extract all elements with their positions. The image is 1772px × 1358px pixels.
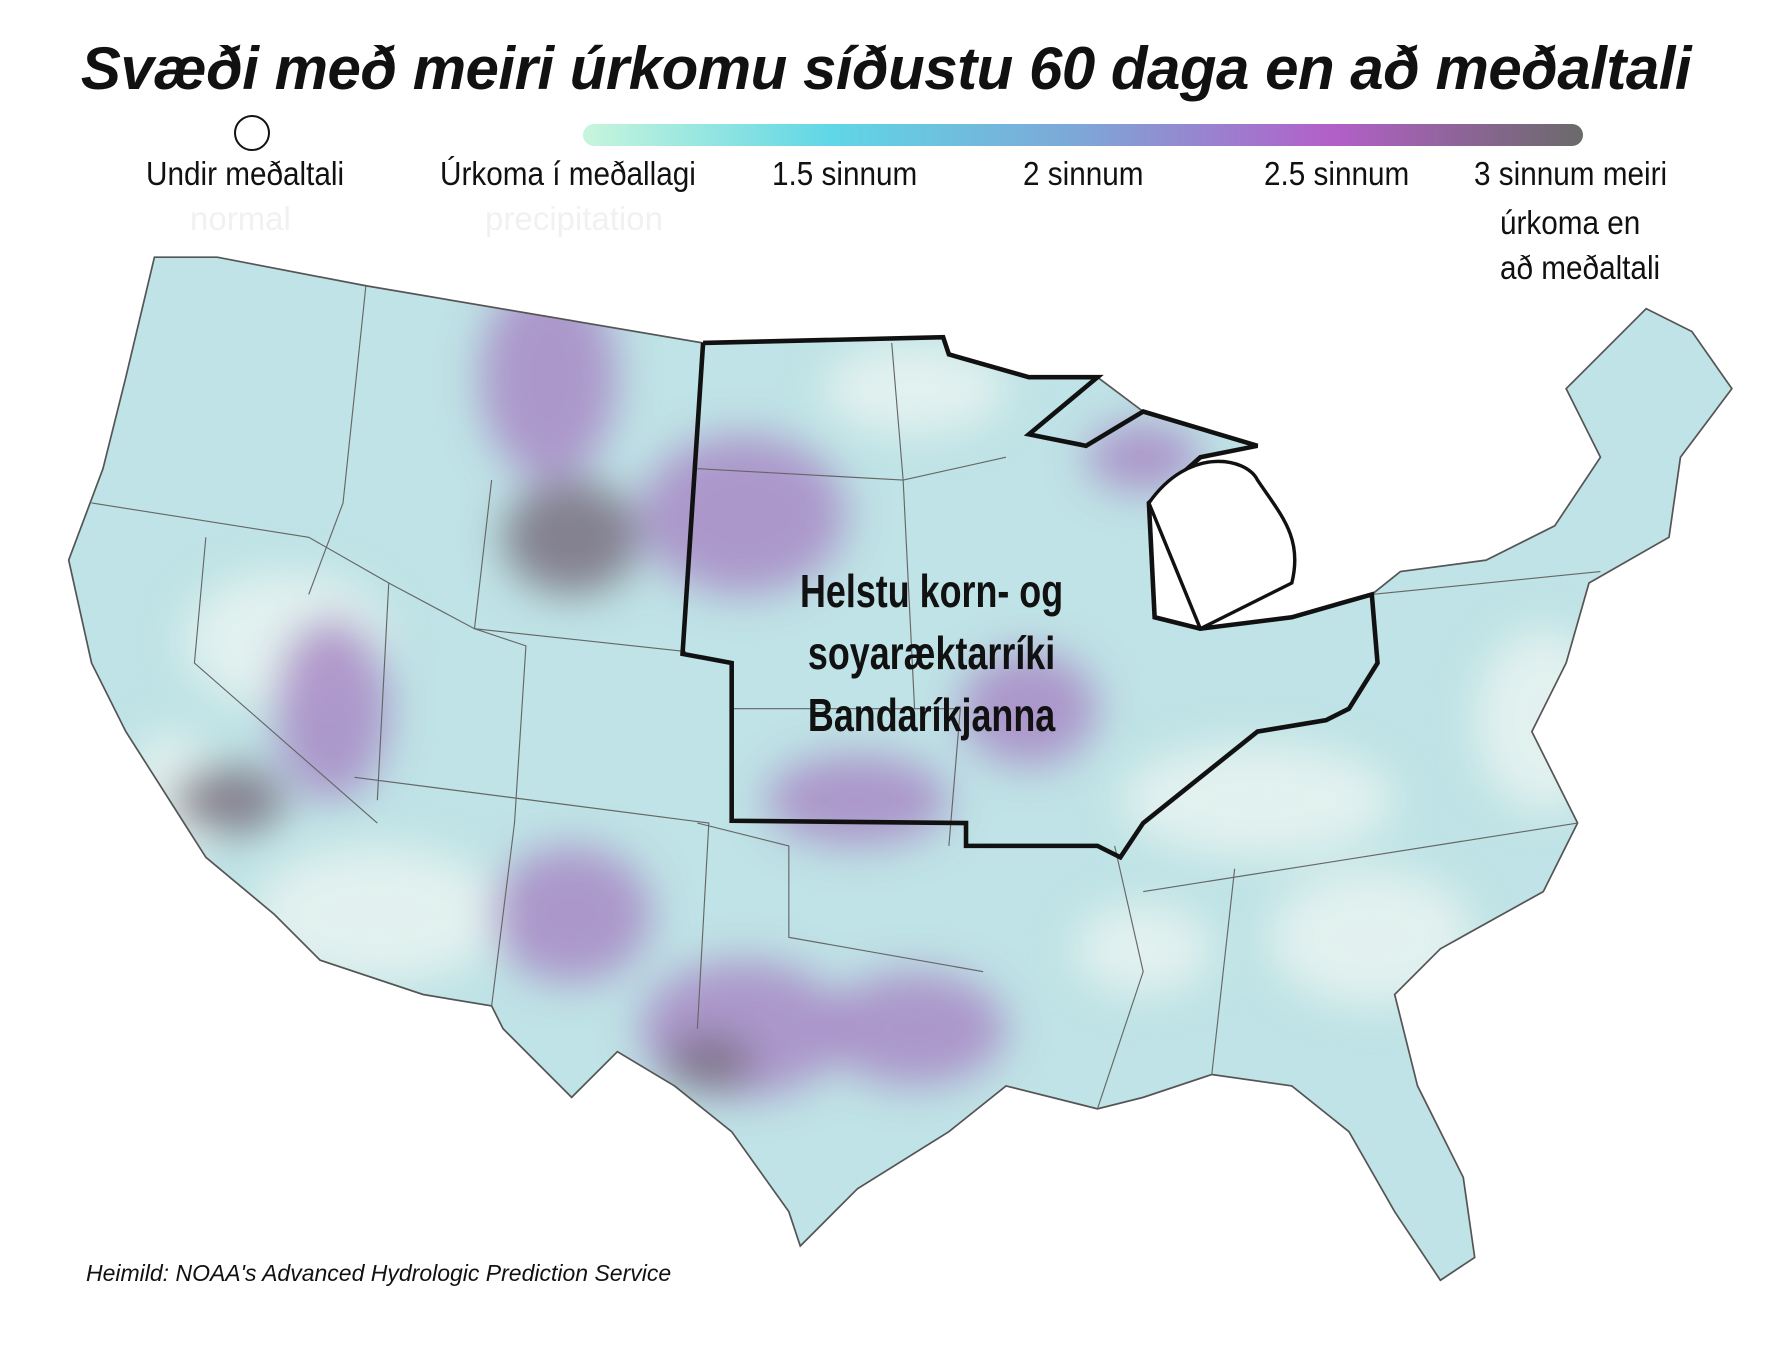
precipitation-area [1474, 628, 1612, 812]
corn-belt-label: Helstu korn- og soyaræktarríki Bandaríkj… [800, 560, 1063, 746]
region-label-line: Bandaríkjanna [807, 689, 1056, 741]
below-average-legend-swatch [234, 115, 270, 151]
legend-label-2x: 2 sinnum [1023, 155, 1144, 192]
precipitation-area [503, 480, 641, 595]
legend-label-3x: 3 sinnum meiri [1474, 155, 1668, 192]
map-title: Svæði með meiri úrkomu síðustu 60 daga e… [80, 35, 1692, 102]
legend-label-1-5x: 1.5 sinnum [772, 155, 918, 192]
legend-label-2-5x: 2.5 sinnum [1264, 155, 1410, 192]
precipitation-area [251, 845, 504, 984]
legend-label-3x-continued: úrkoma en að meðaltali [1500, 200, 1660, 290]
precipitation-area [663, 1034, 755, 1092]
precipitation-area [765, 754, 949, 846]
source-note: Heimild: NOAA's Advanced Hydrologic Pred… [86, 1260, 672, 1286]
color-scale-bar [583, 124, 1583, 146]
precipitation-area [1268, 868, 1475, 1006]
ghost-label: precipitation [485, 200, 663, 237]
legend-label-line: að meðaltali [1500, 249, 1661, 286]
precipitation-area [480, 274, 618, 481]
legend-label-below-average: Undir meðaltali [146, 155, 345, 192]
legend-label-average: Úrkoma í meðallagi [440, 155, 696, 192]
ghost-label: normal [190, 200, 291, 237]
corn-soy-states-outline [680, 334, 1380, 861]
precipitation-area [491, 845, 652, 984]
precipitation-area [171, 765, 286, 835]
precipitation-area [823, 971, 1007, 1086]
precipitation-area [823, 342, 1007, 435]
precipitation-area [274, 617, 389, 801]
region-label-line: soyaræktarríki [807, 627, 1056, 679]
precipitation-area [1074, 903, 1212, 995]
lake-michigan [1146, 459, 1297, 632]
state-borders [91, 285, 1601, 1109]
region-label-line: Helstu korn- og [800, 565, 1064, 617]
precipitation-area [1086, 422, 1201, 492]
precipitation-area [960, 651, 1098, 766]
legend-label-line: úrkoma en [1500, 204, 1641, 241]
precipitation-area [1120, 743, 1395, 858]
